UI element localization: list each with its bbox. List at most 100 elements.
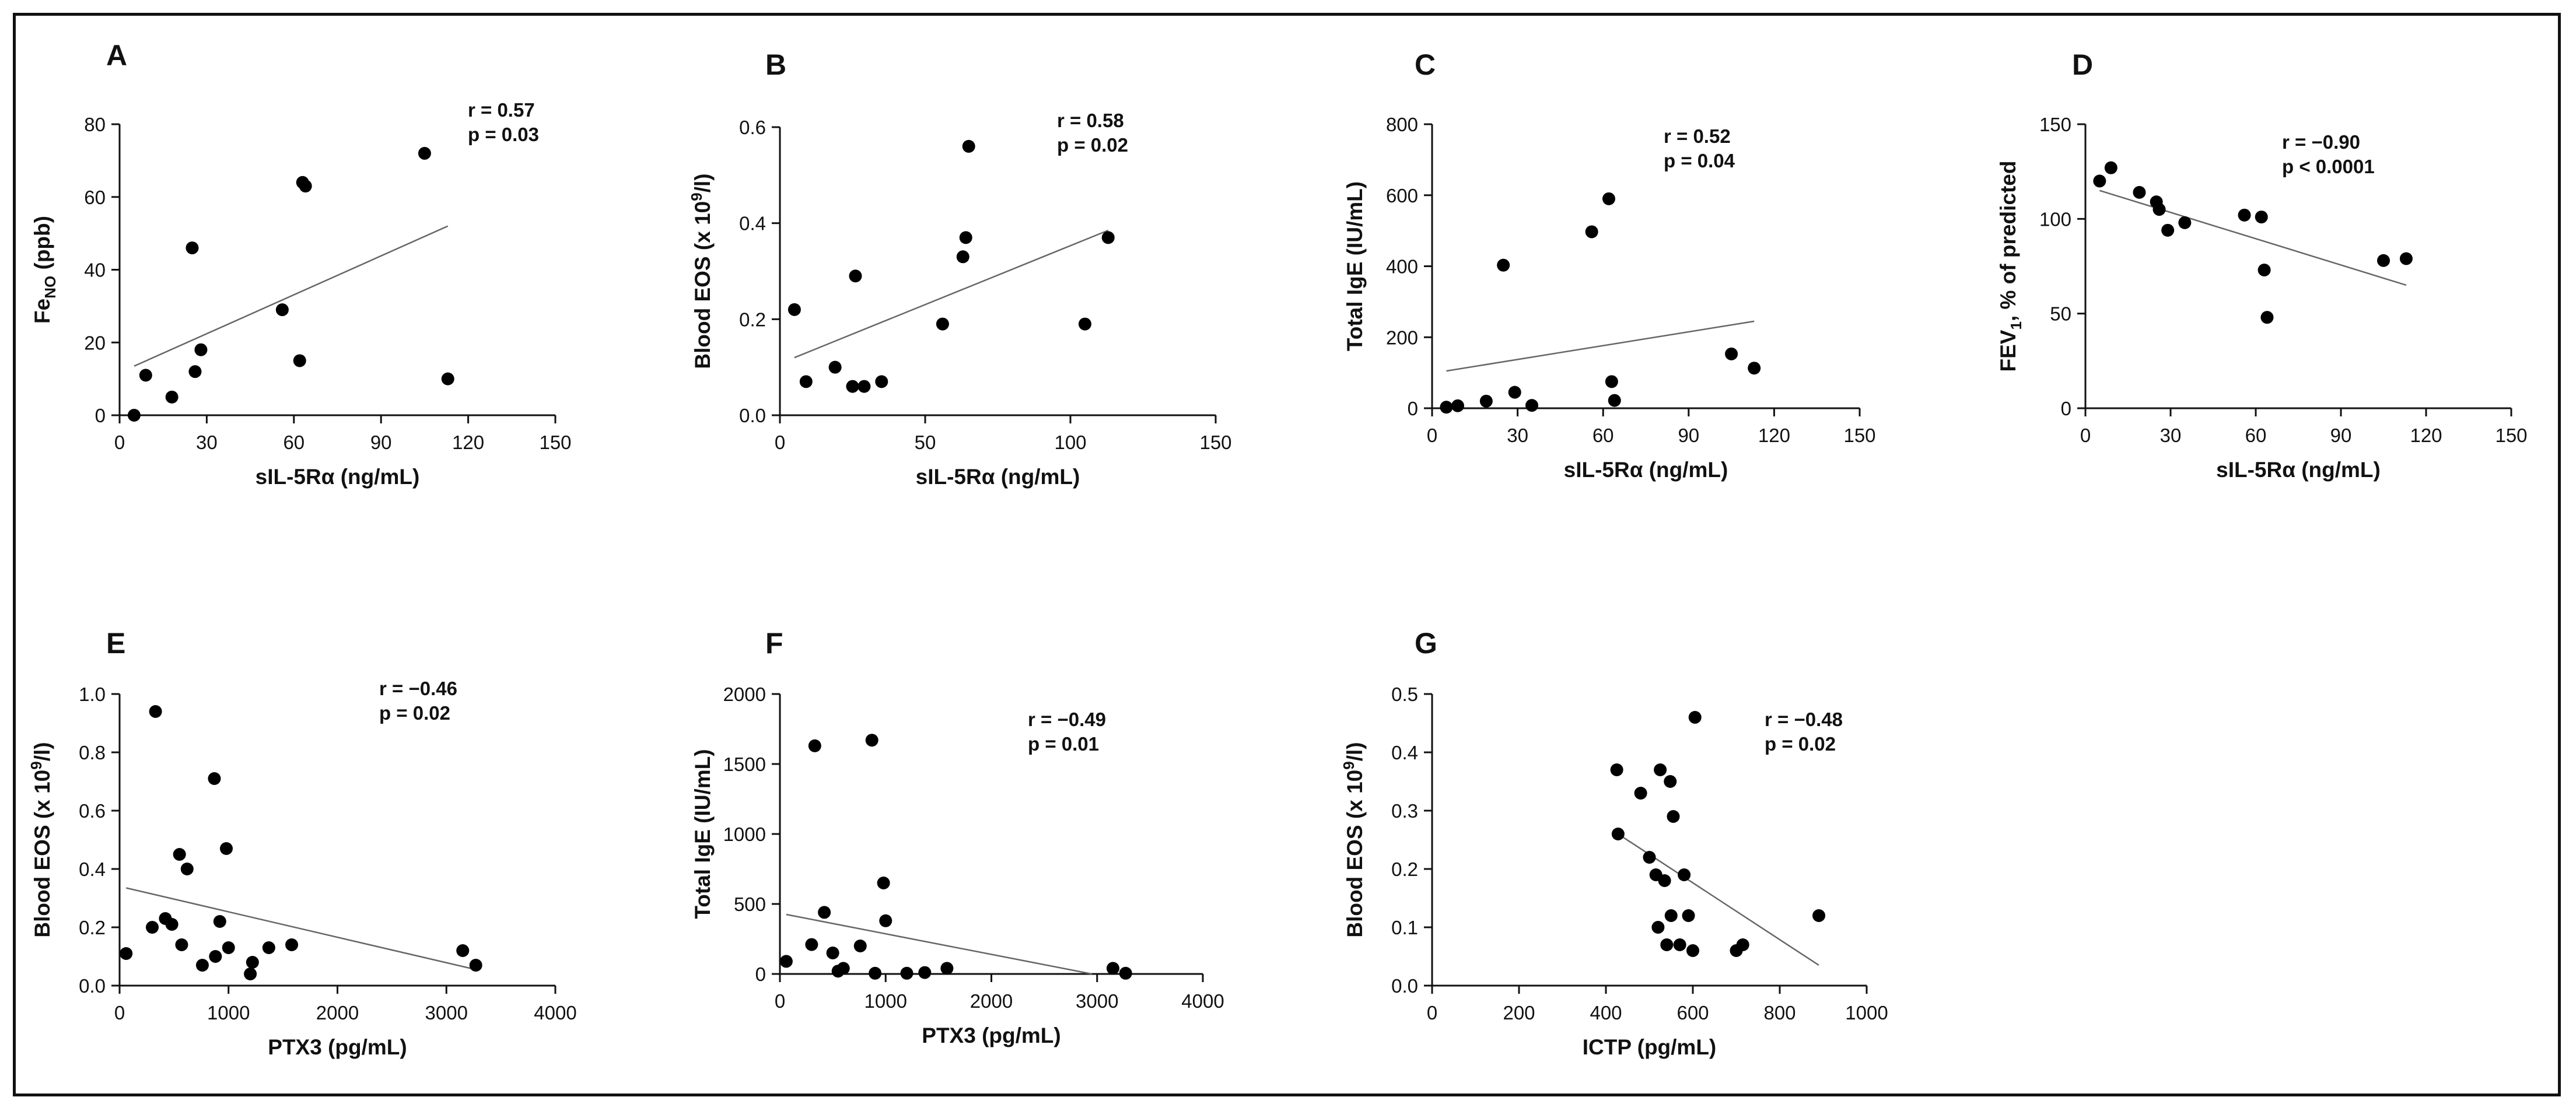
panel-f-data-point <box>1106 962 1119 975</box>
panel-d-y-label-tail: , % of predicted <box>1996 161 2020 321</box>
panel-a-x-tick-label: 120 <box>452 432 484 453</box>
panel-a-data-point <box>139 369 152 382</box>
panel-a-y-tick-label: 40 <box>84 260 106 281</box>
panel-a-fit-line <box>134 225 449 367</box>
panel-g-data-point <box>1736 938 1749 951</box>
panel-g-data-point <box>1651 921 1665 934</box>
panel-a-data-point <box>299 180 312 193</box>
panel-d-y-label-main: FEV <box>1996 330 2020 371</box>
panel-d-y-tick-label: 100 <box>2039 208 2071 230</box>
panel-g-data-point <box>1686 944 1699 957</box>
panel-g-x-tick-label: 800 <box>1763 1002 1796 1024</box>
panel-f-y-tick-label: 1500 <box>723 753 766 775</box>
panel-d-x-tick-label: 90 <box>2330 425 2352 446</box>
panel-a-y-label-sub: NO <box>41 276 59 299</box>
panel-c-data-point <box>1440 401 1453 414</box>
panel-f-stats-r: r = −0.49 <box>1028 709 1106 730</box>
panel-c-letter: C <box>1415 48 1436 81</box>
panel-c-data-point <box>1479 394 1493 408</box>
panel-f-data-point <box>853 940 867 952</box>
panel-b-letter: B <box>765 48 786 81</box>
panel-c-x-tick-label: 120 <box>1758 425 1790 446</box>
panel-d-data-point <box>2258 263 2271 276</box>
panel-e: E 0 1000 2000 3000 4000 0.0 0.2 0.4 0.6 0.8 1.0 PTX3… <box>27 627 577 1059</box>
panel-f-data-point <box>826 947 839 959</box>
panel-e-x-label: PTX3 (pg/mL) <box>268 1035 407 1059</box>
panel-c-data-point <box>1497 258 1510 272</box>
panel-e-data-point <box>244 968 257 980</box>
panel-d-y-tick-label: 0 <box>2061 398 2071 419</box>
panel-e-data-point <box>262 941 275 954</box>
panel-e-data-point <box>120 947 133 960</box>
panel-e-y-label-main: Blood EOS (x 10 <box>30 770 54 938</box>
panel-a-y-label: FeNO (ppb) <box>30 216 59 324</box>
panel-d-stats-r: r = −0.90 <box>2282 131 2360 153</box>
panel-f-fit-line <box>786 913 1092 975</box>
panel-g-data-point <box>1660 938 1674 951</box>
panel-a-letter: A <box>106 39 127 72</box>
panel-c-x-tick-label: 150 <box>1843 425 1875 446</box>
panel-b-y-label: Blood EOS (x 109/l) <box>688 173 715 369</box>
panel-a-x-tick-label: 90 <box>370 432 392 453</box>
panel-b-data-point <box>788 303 801 316</box>
panel-b-data-point <box>799 375 813 388</box>
panel-g-data-point <box>1643 851 1656 864</box>
panel-f-data-point <box>779 955 793 968</box>
panel-a-data-point <box>275 303 289 317</box>
panel-b-x-label: sIL-5Rα (ng/mL) <box>916 465 1080 489</box>
panel-c-fit-line <box>1446 320 1755 372</box>
panel-e-y-tick-label: 0.4 <box>79 858 106 880</box>
panel-g-stats-p: p = 0.02 <box>1765 733 1836 755</box>
panel-f-x-tick-label: 3000 <box>1076 990 1118 1012</box>
panel-g: G 0 200 400 600 800 1000 0.0 0.1 0.2 0.3 0.4 0.5 ICTP… <box>1340 627 1888 1059</box>
panel-e-y-label: Blood EOS (x 109/l) <box>27 742 54 937</box>
panel-g-y-label-main: Blood EOS (x 10 <box>1343 770 1367 938</box>
panel-f-letter: F <box>765 627 783 660</box>
panel-e-x-tick-label: 4000 <box>534 1002 576 1024</box>
panel-c-y-tick-label: 200 <box>1386 327 1418 348</box>
panel-a-stats-r: r = 0.57 <box>468 99 535 121</box>
panel-g-data-point <box>1678 868 1691 881</box>
panel-d-y-label-sub: 1 <box>2007 321 2025 330</box>
panel-d-y-label: FEV1, % of predicted <box>1996 161 2025 372</box>
panel-e-y-tick-label: 0.8 <box>79 742 106 763</box>
panel-e-data-point <box>175 938 188 951</box>
panel-e-y-tick-label: 0.6 <box>79 800 106 822</box>
panel-f-y-tick-label: 500 <box>734 893 766 915</box>
panel-b-x-tick-label: 150 <box>1199 432 1231 453</box>
panel-d-x-tick-label: 120 <box>2410 425 2442 446</box>
panel-a-x-tick-label: 30 <box>196 432 218 453</box>
panel-d-data-point <box>2178 216 2192 229</box>
panel-d-data-point <box>2152 203 2166 216</box>
panel-f-data-point <box>836 962 850 975</box>
panel-c-y-tick-label: 400 <box>1386 256 1418 278</box>
panel-c-data-point <box>1525 399 1539 412</box>
panel-g-y-label: Blood EOS (x 109/l) <box>1340 742 1367 937</box>
panel-e-data-point <box>195 959 209 972</box>
panel-f-y-tick-label: 0 <box>755 963 766 985</box>
panel-d-data-point <box>2104 161 2118 174</box>
panel-e-letter: E <box>106 627 125 660</box>
panel-d-y-tick-label: 50 <box>2050 303 2071 325</box>
panel-g-y-tick-label: 0.2 <box>1391 858 1418 880</box>
panel-g-data-point <box>1658 874 1671 887</box>
panel-c-x-tick-label: 90 <box>1678 425 1699 446</box>
panel-c-data-point <box>1605 375 1618 388</box>
panel-d-fit-line <box>2099 190 2407 286</box>
panel-b-y-tick-label: 0.0 <box>739 405 766 426</box>
panel-a-y-tick-label: 80 <box>84 114 106 135</box>
panel-g-data-point <box>1682 909 1695 922</box>
panel-b-data-point <box>1078 317 1091 331</box>
panel-a-data-point <box>127 409 141 422</box>
panel-f-data-point <box>879 914 892 927</box>
panel-e-data-point <box>456 944 470 957</box>
panel-c-data-point <box>1725 347 1738 360</box>
panel-b-stats-p: p = 0.02 <box>1057 134 1128 156</box>
panel-g-y-tick-label: 0.4 <box>1391 742 1418 763</box>
panel-e-data-point <box>149 705 162 718</box>
panel-e-data-point <box>220 842 233 855</box>
panel-b-x-tick-label: 50 <box>915 432 936 453</box>
panel-b-data-point <box>875 375 888 388</box>
panel-d-data-point <box>2399 252 2413 265</box>
panel-c-data-point <box>1508 385 1521 399</box>
